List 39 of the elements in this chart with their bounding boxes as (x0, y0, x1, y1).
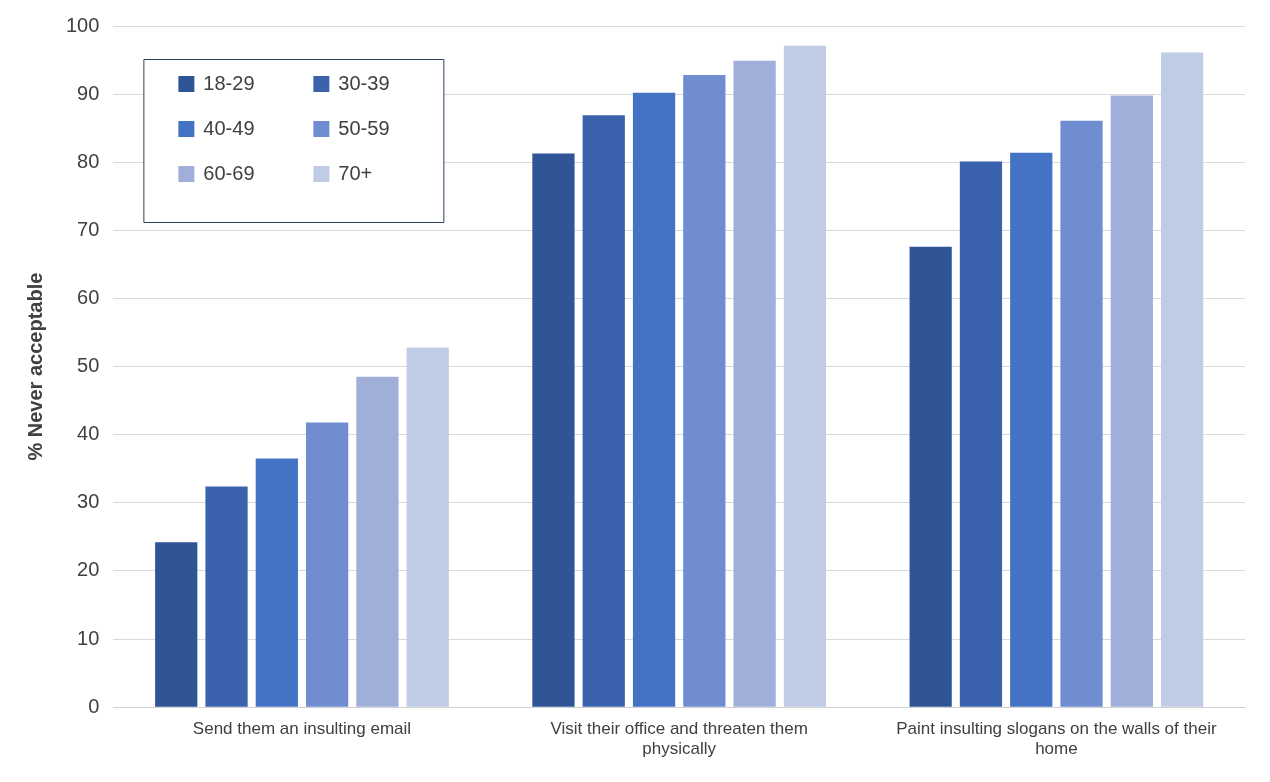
bar (909, 246, 952, 707)
bar (532, 153, 575, 707)
y-tick-label: 70 (77, 217, 100, 240)
bar (205, 486, 248, 707)
y-axis-title: % Never acceptable (23, 272, 46, 461)
bar (406, 347, 449, 707)
legend-label: 70+ (338, 161, 373, 184)
y-tick-label: 60 (77, 286, 100, 308)
bar (1060, 120, 1103, 707)
bar (783, 45, 827, 707)
bar (1010, 152, 1053, 707)
bar (733, 60, 776, 707)
bar (255, 458, 298, 707)
bar (356, 376, 399, 707)
legend-label: 50-59 (338, 116, 390, 139)
bar (582, 115, 625, 707)
bar (1161, 52, 1204, 707)
y-tick-label: 0 (88, 694, 100, 717)
legend-label: 40-49 (203, 116, 255, 139)
x-tick-label: Paint insulting slogans on the walls of their home (896, 719, 1217, 759)
x-tick-label: Visit their office and threaten them physically (550, 719, 808, 759)
bar (306, 422, 349, 707)
bar (683, 75, 726, 707)
bar (959, 161, 1003, 707)
bar (155, 542, 198, 707)
y-tick-label: 90 (77, 81, 100, 104)
legend-label: 30-39 (338, 71, 390, 94)
y-tick-label: 20 (77, 558, 100, 581)
y-tick-label: 10 (77, 626, 100, 649)
legend-label: 60-69 (203, 161, 255, 184)
x-tick-label: Send them an insulting email (192, 719, 412, 739)
bar (1110, 95, 1153, 707)
y-tick-label: 100 (65, 13, 100, 36)
y-tick-label: 50 (77, 354, 100, 377)
legend-label: 18-29 (203, 71, 255, 94)
bar (632, 92, 676, 707)
y-tick-label: 40 (77, 422, 100, 445)
y-tick-label: 80 (77, 149, 100, 172)
y-tick-label: 30 (77, 490, 100, 513)
